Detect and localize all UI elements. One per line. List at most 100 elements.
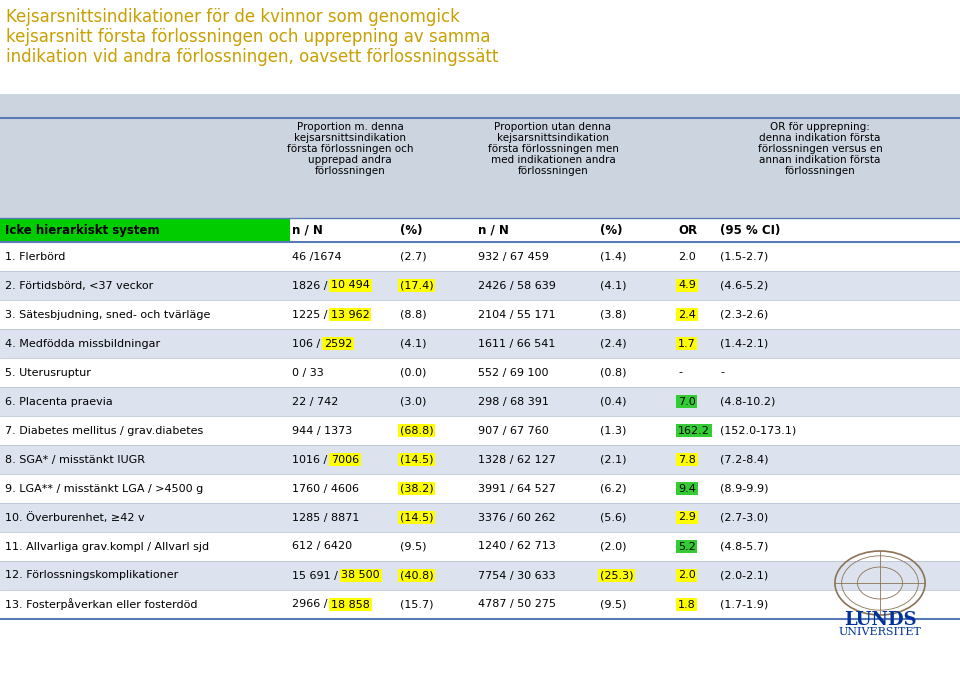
Text: (0.4): (0.4) xyxy=(600,396,627,407)
Text: OR: OR xyxy=(678,223,697,236)
Text: 10. Överburenhet, ≥42 v: 10. Överburenhet, ≥42 v xyxy=(5,512,145,523)
Text: (1.4-2.1): (1.4-2.1) xyxy=(720,338,768,349)
Text: första förlossningen och: första förlossningen och xyxy=(287,144,413,154)
Text: 46 /1674: 46 /1674 xyxy=(292,251,342,262)
Text: (1.7-1.9): (1.7-1.9) xyxy=(720,599,768,609)
Text: (%): (%) xyxy=(400,223,422,236)
Text: 22 / 742: 22 / 742 xyxy=(292,396,338,407)
Text: 9. LGA** / misstänkt LGA / >4500 g: 9. LGA** / misstänkt LGA / >4500 g xyxy=(5,484,204,494)
Text: LUNDS: LUNDS xyxy=(844,611,916,629)
Text: (152.0-173.1): (152.0-173.1) xyxy=(720,426,796,436)
Bar xyxy=(0,474,960,503)
Bar xyxy=(0,329,960,358)
Text: 13. Fosterpåverkan eller fosterdöd: 13. Fosterpåverkan eller fosterdöd xyxy=(5,599,198,610)
Text: (4.8-10.2): (4.8-10.2) xyxy=(720,396,776,407)
Text: 2592: 2592 xyxy=(324,338,352,349)
Text: 1611 / 66 541: 1611 / 66 541 xyxy=(478,338,556,349)
Text: (14.5): (14.5) xyxy=(400,513,434,522)
Text: 1225 /: 1225 / xyxy=(292,309,331,319)
Text: 944 / 1373: 944 / 1373 xyxy=(292,426,352,436)
Text: (4.6-5.2): (4.6-5.2) xyxy=(720,281,768,291)
Text: (5.6): (5.6) xyxy=(600,513,626,522)
Text: (2.1): (2.1) xyxy=(600,454,627,464)
Text: 1. Flerbörd: 1. Flerbörd xyxy=(5,251,65,262)
Text: n / N: n / N xyxy=(478,223,509,236)
Bar xyxy=(0,387,960,416)
Text: (4.1): (4.1) xyxy=(400,338,426,349)
Text: 907 / 67 760: 907 / 67 760 xyxy=(478,426,549,436)
Text: (3.8): (3.8) xyxy=(600,309,627,319)
Text: 1760 / 4606: 1760 / 4606 xyxy=(292,484,359,494)
Text: 2.0: 2.0 xyxy=(678,251,696,262)
Bar xyxy=(0,445,960,474)
Text: (40.8): (40.8) xyxy=(400,571,434,580)
Text: (8.8): (8.8) xyxy=(400,309,426,319)
Text: -: - xyxy=(720,368,724,377)
Text: 15 691 /: 15 691 / xyxy=(292,571,342,580)
Bar xyxy=(0,532,960,561)
Bar xyxy=(0,590,960,619)
Text: (2.7-3.0): (2.7-3.0) xyxy=(720,513,768,522)
Text: 7.0: 7.0 xyxy=(678,396,696,407)
Text: 3991 / 64 527: 3991 / 64 527 xyxy=(478,484,556,494)
Text: 10 494: 10 494 xyxy=(331,281,370,291)
Text: 2.9: 2.9 xyxy=(678,513,696,522)
Text: 1826 /: 1826 / xyxy=(292,281,331,291)
Text: 2.0: 2.0 xyxy=(678,571,696,580)
Text: -: - xyxy=(678,368,682,377)
Text: kejsarsnitt första förlossningen och upprepning av samma: kejsarsnitt första förlossningen och upp… xyxy=(6,28,491,46)
Text: 4.9: 4.9 xyxy=(678,281,696,291)
Text: 13 962: 13 962 xyxy=(331,309,370,319)
Text: 3376 / 60 262: 3376 / 60 262 xyxy=(478,513,556,522)
Text: kejsarsnittsindikation: kejsarsnittsindikation xyxy=(294,133,406,143)
Text: 106 /: 106 / xyxy=(292,338,324,349)
Text: 4787 / 50 275: 4787 / 50 275 xyxy=(478,599,556,609)
Text: (25.3): (25.3) xyxy=(600,571,634,580)
Text: 18 858: 18 858 xyxy=(331,599,370,609)
Text: (7.2-8.4): (7.2-8.4) xyxy=(720,454,769,464)
Text: (2.0): (2.0) xyxy=(600,541,627,552)
Text: med indikationen andra: med indikationen andra xyxy=(491,155,615,165)
Text: (2.0-2.1): (2.0-2.1) xyxy=(720,571,768,580)
Text: 5.2: 5.2 xyxy=(678,541,696,552)
Text: 4. Medfödda missbildningar: 4. Medfödda missbildningar xyxy=(5,338,160,349)
Text: 38 500: 38 500 xyxy=(342,571,380,580)
Text: Proportion m. denna: Proportion m. denna xyxy=(297,122,403,132)
Text: n / N: n / N xyxy=(292,223,323,236)
Text: (4.8-5.7): (4.8-5.7) xyxy=(720,541,768,552)
Text: 3. Sätesbjudning, sned- och tvärläge: 3. Sätesbjudning, sned- och tvärläge xyxy=(5,309,210,319)
Text: (38.2): (38.2) xyxy=(400,484,434,494)
Text: 1240 / 62 713: 1240 / 62 713 xyxy=(478,541,556,552)
Text: (15.7): (15.7) xyxy=(400,599,434,609)
Text: (2.7): (2.7) xyxy=(400,251,426,262)
Text: (0.8): (0.8) xyxy=(600,368,627,377)
Text: (%): (%) xyxy=(600,223,622,236)
Text: UNIVERSITET: UNIVERSITET xyxy=(839,627,922,637)
Text: kejsarsnittsindikation: kejsarsnittsindikation xyxy=(497,133,609,143)
Text: (3.0): (3.0) xyxy=(400,396,426,407)
Text: 1.7: 1.7 xyxy=(678,338,696,349)
Bar xyxy=(0,218,290,242)
Bar xyxy=(0,416,960,445)
Text: 6. Placenta praevia: 6. Placenta praevia xyxy=(5,396,112,407)
Text: (95 % CI): (95 % CI) xyxy=(720,223,780,236)
Text: 8. SGA* / misstänkt IUGR: 8. SGA* / misstänkt IUGR xyxy=(5,454,145,464)
Text: 1285 / 8871: 1285 / 8871 xyxy=(292,513,359,522)
Text: (1.5-2.7): (1.5-2.7) xyxy=(720,251,768,262)
Text: indikation vid andra förlossningen, oavsett förlossningssätt: indikation vid andra förlossningen, oavs… xyxy=(6,48,498,66)
Text: (2.3-2.6): (2.3-2.6) xyxy=(720,309,768,319)
Text: (0.0): (0.0) xyxy=(400,368,426,377)
Text: förlossningen: förlossningen xyxy=(784,166,855,176)
Bar xyxy=(0,561,960,590)
Text: förlossningen: förlossningen xyxy=(517,166,588,176)
Text: 1016 /: 1016 / xyxy=(292,454,331,464)
Text: förlossningen: förlossningen xyxy=(315,166,385,176)
Text: 7.8: 7.8 xyxy=(678,454,696,464)
Text: (68.8): (68.8) xyxy=(400,426,434,436)
Text: (14.5): (14.5) xyxy=(400,454,434,464)
Text: Kejsarsnittsindikationer för de kvinnor som genomgick: Kejsarsnittsindikationer för de kvinnor … xyxy=(6,8,460,26)
Bar xyxy=(0,503,960,532)
Text: (9.5): (9.5) xyxy=(400,541,426,552)
Text: Icke hierarkiskt system: Icke hierarkiskt system xyxy=(5,223,159,236)
Text: 12. Förlossningskomplikationer: 12. Förlossningskomplikationer xyxy=(5,571,179,580)
